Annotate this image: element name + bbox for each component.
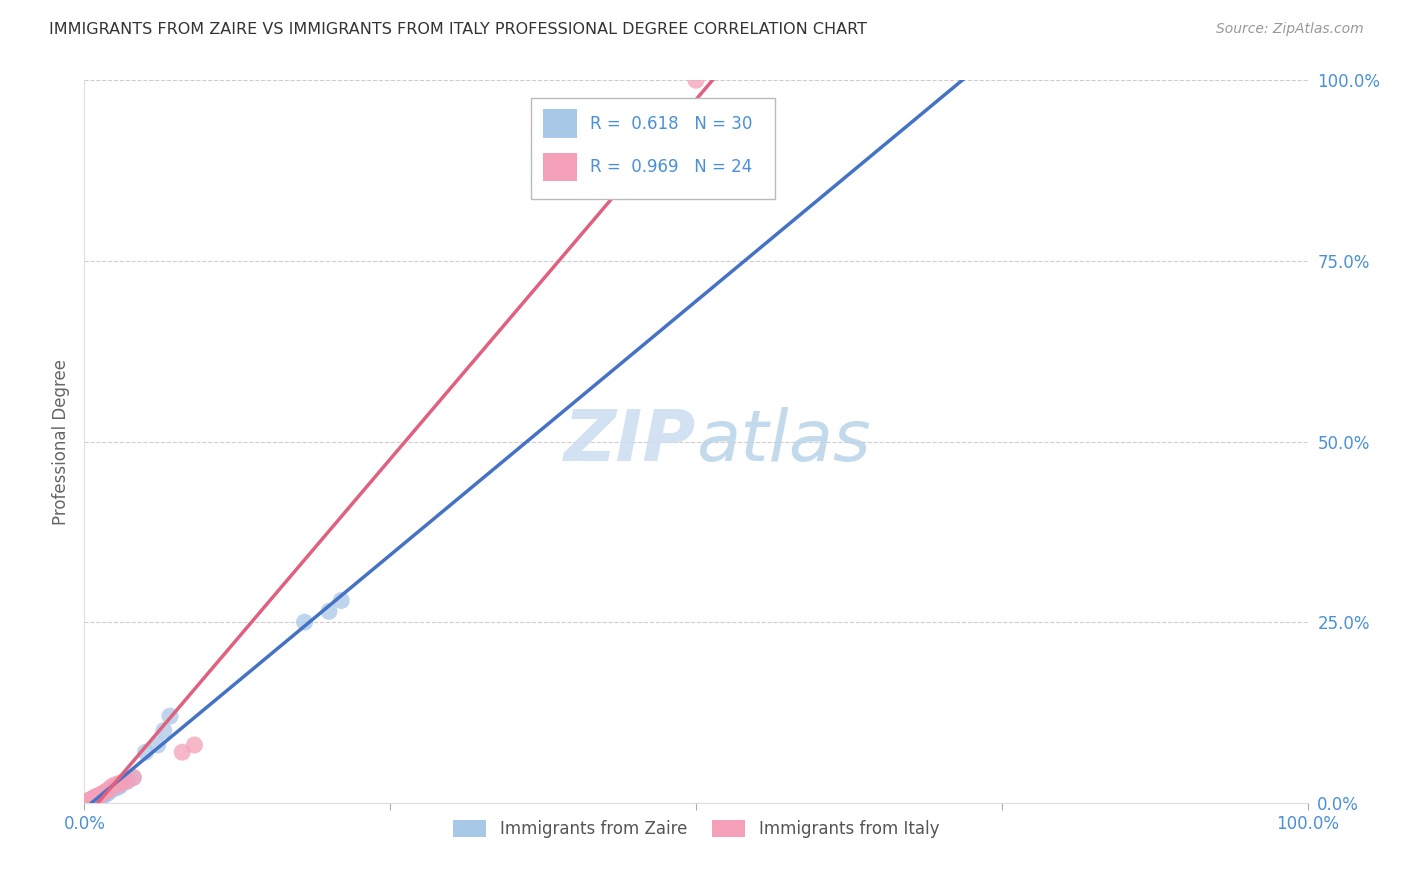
Point [110,778,132,792]
Legend: Immigrants from Zaire, Immigrants from Italy: Immigrants from Zaire, Immigrants from I… [446,814,946,845]
Point [84,793,107,807]
Point [135,745,157,759]
Point [89,790,111,805]
Point [330,593,353,607]
Point [122,771,145,785]
Text: IMMIGRANTS FROM ZAIRE VS IMMIGRANTS FROM ITALY PROFESSIONAL DEGREE CORRELATION C: IMMIGRANTS FROM ZAIRE VS IMMIGRANTS FROM… [49,22,868,37]
Point [77,795,100,809]
Point [79,794,101,808]
Text: atlas: atlas [696,407,870,476]
Text: Source: ZipAtlas.com: Source: ZipAtlas.com [1216,22,1364,37]
Point [87,791,110,805]
Point [93,787,115,801]
Point [100,782,122,797]
FancyBboxPatch shape [543,153,578,181]
Point [80,794,103,808]
Point [115,774,138,789]
Point [97,782,120,797]
Point [77,794,100,808]
Point [159,709,181,723]
Point [84,790,107,805]
Point [80,792,103,806]
Point [82,794,104,808]
Point [90,787,112,801]
Point [294,615,316,630]
Point [77,794,100,808]
Point [82,791,104,805]
Point [97,785,120,799]
Point [91,789,114,803]
Point [93,786,115,800]
Point [104,781,127,796]
Text: ZIP: ZIP [564,407,696,476]
Point [87,789,110,803]
Point [100,780,122,794]
Point [86,792,108,806]
Point [104,778,127,792]
Point [115,774,138,789]
Point [107,778,129,792]
Point [87,791,110,805]
Y-axis label: Professional Degree: Professional Degree [52,359,70,524]
FancyBboxPatch shape [543,109,578,138]
Point [146,738,169,752]
Point [77,794,100,808]
Point [110,775,132,789]
Point [96,784,118,798]
Point [90,790,112,805]
Point [685,73,707,87]
Text: R =  0.969   N = 24: R = 0.969 N = 24 [589,158,752,176]
Point [96,787,118,801]
Point [83,793,105,807]
Point [75,795,97,809]
Point [153,723,176,738]
Point [172,745,194,759]
Point [122,771,145,785]
Point [86,789,108,804]
Point [318,604,340,618]
Point [183,738,205,752]
Point [76,794,98,808]
Point [83,790,105,805]
Text: R =  0.618   N = 30: R = 0.618 N = 30 [589,115,752,133]
FancyBboxPatch shape [531,98,776,200]
Point [76,795,98,809]
Point [79,793,101,807]
Point [107,780,129,794]
